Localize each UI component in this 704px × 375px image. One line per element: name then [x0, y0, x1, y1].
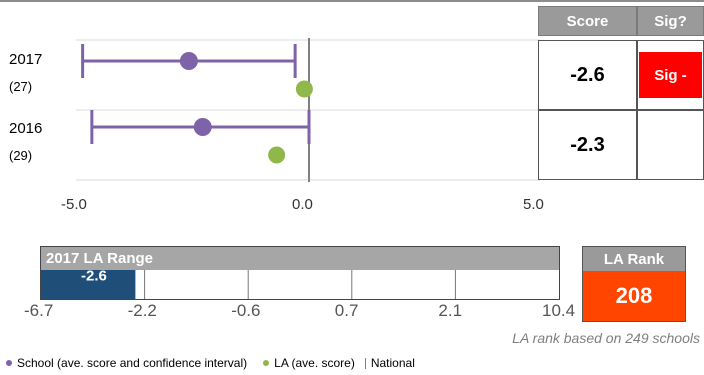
- sig-badge-2016: [637, 110, 704, 180]
- la-range-tick-label: 2.1: [438, 301, 463, 320]
- score-column-header: Score: [538, 6, 637, 36]
- la-range-value: -2.6: [81, 270, 107, 284]
- la-rank-note: LA rank based on 249 schools: [512, 330, 700, 346]
- la-range-tick-label: -6.7: [24, 301, 54, 320]
- la-rank-box: LA Rank 208: [582, 246, 686, 322]
- la-rank-title: LA Rank: [583, 247, 685, 271]
- sig-column-header: Sig?: [637, 6, 704, 36]
- la-range-panel: 2017 LA Range -2.6: [40, 246, 560, 300]
- row-2017-year: 2017: [9, 51, 43, 68]
- legend-national-label: National: [370, 356, 415, 370]
- la-range-tick-label: -0.6: [231, 301, 261, 320]
- x-tick-label: -5.0: [61, 196, 87, 213]
- legend-la-marker: [263, 360, 270, 366]
- la-score-point: [268, 146, 286, 164]
- top-rule: [0, 0, 704, 2]
- la-range-title: 2017 LA Range: [41, 247, 559, 270]
- row-2017-count: (27): [9, 79, 33, 94]
- la-range-fill: [41, 270, 136, 299]
- forest-plot: [76, 38, 540, 182]
- x-tick-label: 0.0: [292, 196, 313, 213]
- school-score-point: [179, 52, 198, 70]
- legend: School (ave. score and confidence interv…: [6, 356, 415, 370]
- la-range-axis: -6.7 -2.2 -0.6 0.7 2.1 10.4: [0, 301, 704, 323]
- school-score-point: [193, 118, 212, 136]
- la-range-tick-label: 10.4: [542, 301, 576, 320]
- legend-school-label: School (ave. score and confidence interv…: [17, 356, 248, 370]
- score-2016: -2.3: [538, 110, 637, 180]
- legend-la-label: LA (ave. score): [274, 356, 355, 370]
- score-2017: -2.6: [538, 40, 637, 110]
- la-score-point: [295, 80, 313, 98]
- row-2016-count: (29): [9, 148, 33, 163]
- la-range-bar: -2.6: [41, 270, 456, 299]
- la-range-tick-label: 0.7: [334, 301, 359, 320]
- legend-national-marker: [364, 357, 366, 369]
- row-2016-year: 2016: [9, 120, 43, 137]
- la-range-tick-label: -2.2: [127, 301, 157, 320]
- legend-school-marker: [6, 360, 12, 366]
- la-rank-value: 208: [583, 271, 685, 321]
- sig-badge-2017: Sig -: [639, 52, 702, 98]
- x-tick-label: 5.0: [523, 196, 544, 213]
